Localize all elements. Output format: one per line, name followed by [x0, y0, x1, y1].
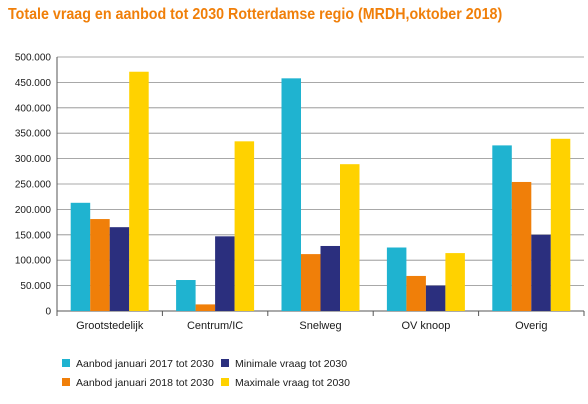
bar — [195, 304, 216, 311]
legend-label: Aanbod januari 2018 tot 2030 — [76, 377, 214, 389]
chart-title: Totale vraag en aanbod tot 2030 Rotterda… — [8, 6, 503, 23]
bar — [550, 138, 571, 311]
legend: Aanbod januari 2017 tot 2030 Aanbod janua… — [62, 358, 350, 389]
x-category-label: OV knoop — [401, 320, 450, 332]
bar — [176, 280, 196, 311]
y-tick-label: 150.000 — [15, 230, 52, 241]
bar — [90, 219, 110, 311]
legend-swatch — [221, 378, 229, 386]
legend-swatch — [221, 359, 229, 367]
legend-item: Maximale vraag tot 2030 — [221, 377, 350, 389]
legend-label: Aanbod januari 2017 tot 2030 — [76, 358, 214, 370]
x-category-label: Snelweg — [299, 320, 341, 332]
legend-label: Minimale vraag tot 2030 — [235, 358, 347, 370]
bar — [425, 285, 446, 311]
bar — [386, 247, 407, 311]
y-tick-label: 400.000 — [15, 103, 52, 114]
x-category-label: Centrum/IC — [187, 320, 243, 332]
legend-swatch — [62, 378, 70, 386]
bar — [301, 254, 321, 311]
bar — [129, 71, 149, 312]
bar — [320, 245, 340, 311]
y-tick-label: 350.000 — [15, 129, 52, 140]
y-tick-label: 250.000 — [15, 180, 52, 191]
legend-swatch — [62, 359, 70, 367]
legend-item: Aanbod januari 2018 tot 2030 — [62, 377, 214, 389]
y-tick-label: 0 — [45, 307, 51, 318]
bars — [70, 71, 571, 312]
y-axis-ticks: 0 50.000 100.000 150.000 200.000 250.000 300.0… — [15, 53, 52, 318]
y-tick-label: 500.000 — [15, 53, 52, 64]
bar — [109, 227, 130, 311]
y-tick-label: 200.000 — [15, 205, 52, 216]
bar — [511, 181, 532, 311]
bar — [340, 164, 360, 311]
x-category-label: Grootstedelijk — [76, 320, 144, 332]
legend-label: Maximale vraag tot 2030 — [235, 377, 350, 389]
bar — [531, 234, 551, 311]
y-tick-label: 300.000 — [15, 154, 52, 165]
bar — [234, 141, 255, 311]
y-tick-label: 50.000 — [20, 281, 51, 292]
y-tick-label: 100.000 — [15, 256, 52, 267]
bar — [492, 145, 512, 311]
bar — [281, 78, 301, 311]
x-category-label: Overig — [515, 320, 547, 332]
legend-item: Minimale vraag tot 2030 — [221, 358, 347, 370]
legend-item: Aanbod januari 2017 tot 2030 — [62, 358, 214, 370]
bar — [406, 275, 426, 311]
y-tick-label: 450.000 — [15, 78, 52, 89]
bar — [70, 202, 91, 311]
bar — [445, 253, 465, 311]
x-axis-categories: Grootstedelijk Centrum/IC Snelweg OV knoop O… — [76, 320, 547, 332]
bar — [215, 236, 235, 311]
